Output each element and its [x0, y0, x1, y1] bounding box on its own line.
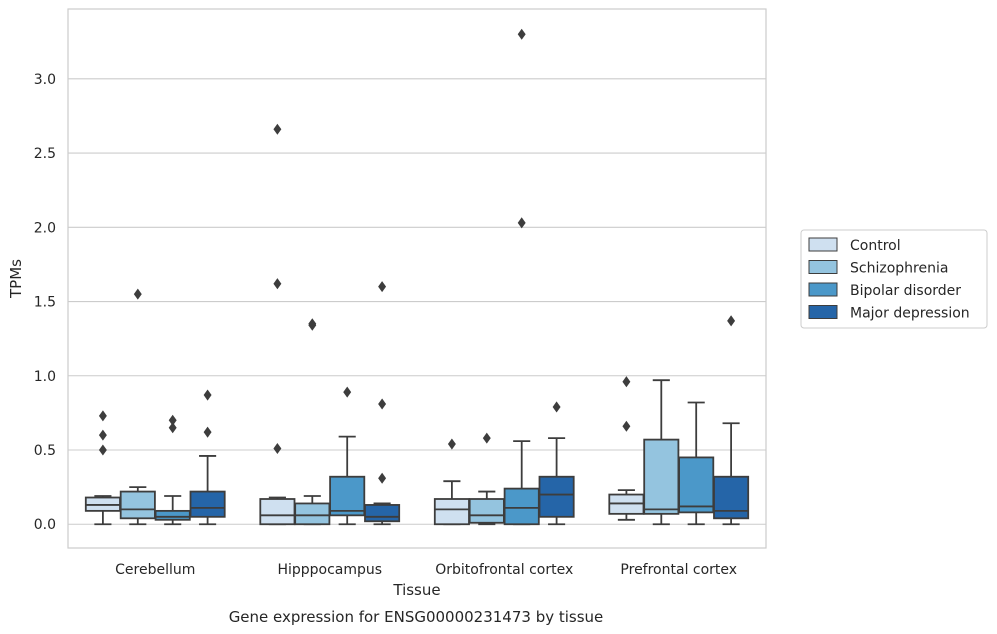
outlier-point	[308, 318, 317, 330]
legend-entry-label: Major depression	[850, 306, 970, 322]
y-tick-label: 1.5	[34, 295, 56, 311]
boxes	[84, 28, 750, 526]
outlier-point	[622, 376, 631, 388]
x-tick-label: Orbitofrontal cortex	[435, 562, 573, 578]
box-iqr	[294, 502, 331, 526]
outlier-point	[482, 432, 491, 444]
box-group	[608, 376, 645, 521]
box-iqr	[503, 487, 540, 526]
legend-swatch	[808, 282, 838, 297]
y-tick-label: 0.0	[34, 517, 56, 533]
outlier-point	[168, 422, 177, 434]
y-tick-label: 0.5	[34, 443, 56, 459]
box-group	[329, 386, 366, 526]
box-iqr	[329, 475, 366, 517]
box-iqr	[538, 475, 575, 518]
box-iqr	[468, 498, 505, 524]
outlier-point	[552, 401, 561, 413]
box-group	[503, 28, 540, 526]
outlier-point	[447, 438, 456, 450]
y-tick-label: 3.0	[34, 72, 56, 88]
box-group	[433, 438, 470, 526]
gridlines	[68, 78, 766, 525]
outlier-point	[378, 281, 387, 293]
outlier-point	[517, 28, 526, 40]
outlier-point	[343, 386, 352, 398]
x-tick-label: Prefrontal cortex	[620, 562, 737, 578]
box-group	[538, 401, 575, 526]
legend-entry-label: Schizophrenia	[850, 261, 948, 277]
legend-swatch	[808, 305, 838, 319]
box-iqr	[643, 438, 680, 515]
legend-entry-label: Control	[850, 238, 901, 254]
outlier-point	[203, 389, 212, 401]
y-tick-label: 2.0	[34, 220, 56, 236]
box-group	[259, 123, 296, 526]
legend-swatch	[808, 237, 838, 252]
box-group	[119, 288, 156, 526]
box-iqr	[259, 498, 296, 526]
box-group	[189, 389, 226, 526]
x-tick-labels: Cerebellum Hipppocampus Orbitofrontal cort…	[115, 562, 737, 578]
box-iqr	[119, 490, 156, 520]
outlier-point	[378, 398, 387, 410]
box-iqr	[678, 456, 715, 514]
outlier-point	[273, 123, 282, 135]
y-tick-labels: 0.0 0.5 1.0 1.5 2.0 2.5 3.0	[34, 72, 56, 533]
outlier-point	[98, 429, 107, 441]
x-axis-label: Tissue	[392, 581, 440, 599]
outlier-point	[273, 278, 282, 290]
outlier-point	[273, 443, 282, 455]
box-group	[84, 410, 121, 526]
x-tick-label: Cerebellum	[115, 562, 195, 578]
chart-caption: Gene expression for ENSG00000231473 by t…	[229, 608, 604, 626]
box-iqr	[364, 504, 401, 523]
outlier-point	[622, 420, 631, 432]
y-axis-label: TPMs	[7, 259, 25, 299]
outlier-point	[203, 426, 212, 438]
legend-swatch	[808, 260, 838, 274]
legend-frame	[800, 229, 988, 329]
box-group	[294, 318, 331, 526]
outlier-point	[378, 472, 387, 484]
y-tick-label: 2.5	[34, 146, 56, 162]
outlier-point	[133, 288, 142, 300]
box-group	[678, 401, 715, 526]
x-tick-label: Hipppocampus	[277, 562, 382, 578]
box-iqr	[154, 509, 191, 521]
outlier-point	[98, 444, 107, 456]
box-iqr	[433, 498, 470, 526]
box-group	[643, 379, 680, 526]
outlier-point	[727, 315, 736, 327]
box-group	[713, 315, 750, 526]
legend-entry-label: Bipolar disorder	[850, 283, 961, 299]
box-group	[468, 432, 505, 526]
outlier-point	[168, 414, 177, 426]
outlier-point	[517, 217, 526, 229]
box-iqr	[713, 475, 750, 520]
box-group	[364, 281, 401, 526]
legend: Control Schizophrenia Bipolar disorder Majo…	[800, 229, 988, 329]
outlier-point	[98, 410, 107, 422]
box-iqr	[189, 490, 226, 518]
box-group	[154, 414, 191, 526]
y-tick-label: 1.0	[34, 369, 56, 385]
plot-frame	[67, 8, 767, 549]
